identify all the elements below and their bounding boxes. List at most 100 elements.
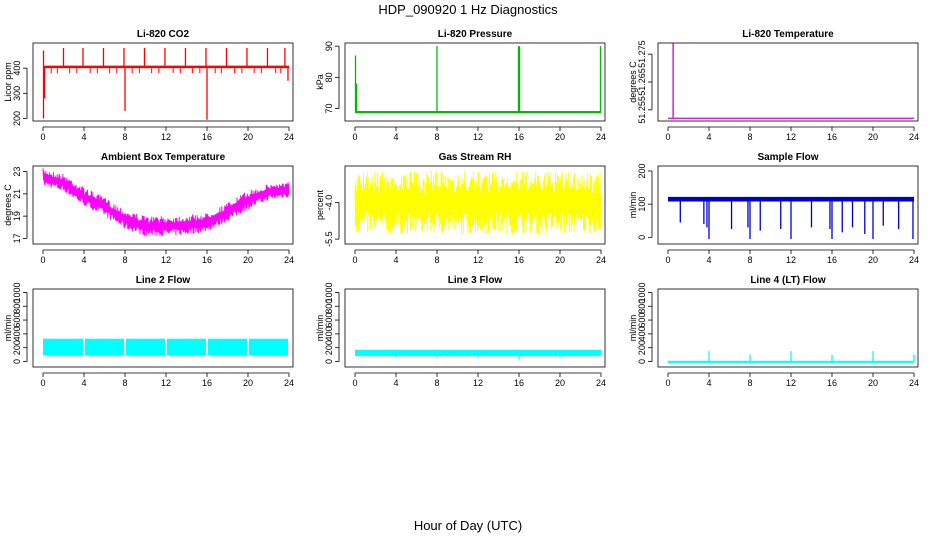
y-axis-label: ml/min [3,315,13,342]
y-tick-label: 400 [637,326,647,341]
y-axis-label: ml/min [315,315,325,342]
y-tick-label: 0 [637,235,647,240]
y-tick-label: 200 [12,340,22,355]
data-band [355,111,601,114]
x-tick-label: 16 [514,132,524,142]
y-tick-label: 400 [12,326,22,341]
figure-title: HDP_090920 1 Hz Diagnostics [378,2,558,17]
x-tick-label: 24 [284,378,294,388]
panel-8: Line 3 Flow ml/min 0 4 8 12 16 20 24 0 20040060080… [315,275,606,388]
y-tick-label: 300 [12,86,22,101]
y-tick-label: 21 [12,189,22,199]
y-tick-label: 800 [12,299,22,314]
y-tick-label: 400 [12,61,22,76]
y-tick-label: 600 [637,313,647,328]
y-tick-label: 51.275 [637,40,647,68]
x-tick-label: 12 [473,378,483,388]
x-tick-label: 12 [161,255,171,265]
plot-area [354,46,602,114]
x-tick-label: 8 [747,132,752,142]
x-tick-label: 16 [827,378,837,388]
plot-frame [32,288,294,368]
panel-4: Ambient Box Temperature degrees C 0 4 8 12 16 2… [3,152,294,265]
x-tick-label: 8 [434,132,439,142]
x-tick-label: 12 [161,378,171,388]
panel-7: Line 2 Flow ml/min 0 4 8 12 16 20 24 0 20040060080… [3,275,294,388]
panel-9: Line 4 (LT) Flow ml/min 0 4 8 12 16 20 24 0 200400… [628,275,919,388]
y-axis-label: ml/min [628,315,638,342]
plot-frame [344,42,606,122]
panel-3: Li-820 Temperature degrees C 0 4 8 12 16 20 24 51… [628,29,919,142]
panel-title: Line 2 Flow [136,275,191,286]
data-band-segment [167,338,206,356]
y-axis-label: degrees C [3,184,13,226]
x-tick-label: 20 [868,255,878,265]
x-tick-label: 20 [868,378,878,388]
x-tick-label: 12 [473,255,483,265]
x-tick-label: 12 [161,132,171,142]
panel-title: Line 3 Flow [448,275,503,286]
x-tick-label: 8 [434,255,439,265]
x-tick-label: 24 [909,132,919,142]
x-tick-label: 24 [284,132,294,142]
y-tick-label: 0 [12,359,22,364]
x-tick-label: 8 [747,378,752,388]
plot-frame [657,42,919,122]
y-axis-label: percent [315,189,325,220]
panel-title: Gas Stream RH [439,152,512,163]
x-tick-label: 16 [202,255,212,265]
x-tick-label: 24 [909,378,919,388]
plot-area [355,349,601,360]
y-tick-label: 600 [12,313,22,328]
y-axis-label: degrees C [628,61,638,103]
panel-title: Sample Flow [757,152,818,163]
x-tick-label: 0 [665,255,670,265]
panel-title: Li-820 CO2 [137,29,190,40]
plot-area [43,338,288,356]
x-tick-label: 0 [40,378,45,388]
plot-frame [344,288,606,368]
y-axis-label: Licor ppm [3,62,13,102]
plot-frame [32,165,294,245]
x-tick-label: 20 [555,132,565,142]
panel-6: Sample Flow ml/min 0 4 8 12 16 20 24 0 100 200 [628,152,919,265]
x-tick-label: 24 [596,132,606,142]
x-tick-label: 16 [514,378,524,388]
y-tick-label: 0 [637,359,647,364]
x-tick-label: 8 [434,378,439,388]
x-tick-label: 0 [352,132,357,142]
x-tick-label: 12 [786,255,796,265]
panel-title: Line 4 (LT) Flow [750,275,826,286]
panel-2: Li-820 Pressure kPa 0 4 8 12 16 20 24 70 80 90 [315,29,606,142]
x-tick-label: 4 [393,378,398,388]
plot-area [668,351,915,363]
plot-frame [32,42,294,122]
x-tick-label: 20 [555,378,565,388]
y-tick-label: 800 [637,299,647,314]
plot-frame [657,165,919,245]
x-tick-label: 0 [665,378,670,388]
y-tick-label: 800 [324,299,334,314]
panel-1: Li-820 CO2 Licor ppm 0 4 8 12 16 20 24 200 300 400 [3,29,294,142]
x-tick-label: 8 [122,255,127,265]
data-band [668,117,914,119]
plot-area [42,48,289,120]
plot-area [668,43,914,119]
y-tick-label: 100 [637,197,647,212]
plot-area [354,170,602,235]
plot-area [42,168,290,237]
y-tick-label: 80 [324,72,334,82]
x-tick-label: 24 [909,255,919,265]
y-tick-label: 90 [324,41,334,51]
panel-title: Ambient Box Temperature [101,152,226,163]
y-tick-label: 400 [324,326,334,341]
data-band [43,65,289,69]
x-tick-label: 20 [243,132,253,142]
x-tick-label: 24 [596,378,606,388]
data-series-line [354,170,602,235]
panel-title: Li-820 Temperature [742,29,834,40]
x-tick-label: 12 [473,132,483,142]
y-tick-label: 200 [637,340,647,355]
x-tick-label: 16 [514,255,524,265]
